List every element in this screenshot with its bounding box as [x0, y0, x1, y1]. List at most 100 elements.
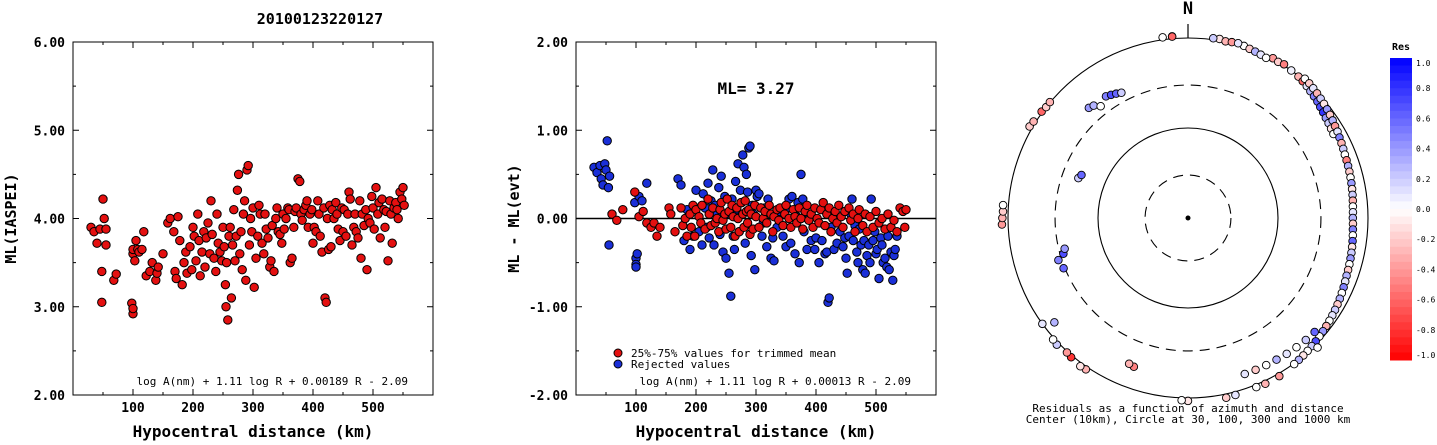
- colorbar-segment: [1390, 118, 1412, 127]
- data-point-red: [101, 240, 111, 250]
- data-point-red: [169, 227, 179, 237]
- data-point-red: [223, 315, 233, 325]
- x-tick-label: 100: [624, 401, 648, 416]
- data-point-red: [901, 204, 911, 215]
- data-point-red: [175, 235, 185, 246]
- data-point-blue: [884, 264, 894, 275]
- data-point-blue: [848, 235, 858, 246]
- colorbar-segment: [1390, 178, 1412, 187]
- data-point-blue: [868, 235, 878, 246]
- data-point-red: [289, 222, 299, 233]
- data-point-red: [686, 222, 696, 233]
- data-point-red: [892, 227, 902, 237]
- station-marker: [1077, 170, 1086, 180]
- y-tick-label: 2.00: [537, 36, 568, 51]
- station-marker: [1124, 359, 1134, 368]
- data-point-red: [277, 238, 287, 248]
- colorbar-segment: [1390, 292, 1412, 301]
- data-point-red: [236, 227, 246, 237]
- x-tick-label: 200: [684, 401, 708, 416]
- station-marker: [1282, 349, 1291, 359]
- data-point-red: [200, 262, 210, 272]
- ml-annotation: ML= 3.27: [717, 79, 794, 98]
- legend-label: 25%-75% values for trimmed mean: [631, 347, 836, 360]
- data-point-red: [295, 176, 305, 187]
- formula-text: log A(nm) + 1.11 log R + 0.00013 R - 2.0…: [639, 375, 911, 388]
- station-marker: [1240, 369, 1250, 379]
- data-point-red: [131, 235, 141, 246]
- colorbar-segment: [1390, 73, 1412, 82]
- data-point-red: [226, 293, 237, 303]
- colorbar-segment: [1390, 148, 1412, 157]
- data-point-red: [206, 196, 216, 206]
- data-point-red: [130, 256, 140, 266]
- data-point-red: [207, 229, 217, 240]
- station-marker: [1117, 88, 1126, 97]
- data-point-blue: [716, 171, 726, 181]
- station-marker: [1279, 60, 1289, 69]
- data-point-red: [177, 279, 187, 290]
- colorbar-segment: [1390, 58, 1412, 67]
- data-point-blue: [726, 291, 736, 301]
- data-point-red: [97, 266, 107, 277]
- colorbar-tick-label: 0.8: [1416, 84, 1431, 93]
- data-point-blue: [631, 262, 641, 272]
- data-point-red: [233, 169, 244, 180]
- data-point-red: [153, 262, 163, 272]
- station-marker: [1261, 53, 1271, 63]
- data-point-blue: [796, 169, 806, 180]
- data-point-red: [279, 224, 289, 234]
- data-point-red: [722, 194, 732, 204]
- data-point-blue: [750, 264, 760, 275]
- station-marker: [1158, 33, 1167, 42]
- data-point-red: [781, 200, 791, 210]
- colorbar-segment: [1390, 231, 1412, 240]
- data-point-blue: [865, 257, 875, 268]
- y-tick-label: 0.00: [537, 213, 568, 228]
- data-point-red: [308, 238, 318, 248]
- data-point-red: [612, 215, 622, 225]
- data-point-blue: [762, 242, 772, 252]
- data-point-red: [251, 253, 261, 263]
- colorbar-tick-label: 1.0: [1416, 59, 1431, 68]
- data-point-red: [326, 242, 336, 252]
- colorbar-segment: [1390, 224, 1412, 233]
- station-marker: [1059, 264, 1068, 273]
- data-point-blue: [877, 240, 887, 250]
- data-point-red: [630, 187, 640, 197]
- data-point-red: [281, 213, 291, 224]
- data-point-blue: [814, 257, 824, 268]
- data-point-red: [193, 209, 203, 219]
- caption-line: Residuals as a function of azimuth and d…: [1032, 402, 1343, 415]
- data-point-blue: [729, 244, 740, 255]
- station-marker: [1060, 244, 1069, 254]
- data-point-blue: [730, 176, 741, 187]
- data-point-red: [853, 213, 863, 224]
- colorbar-segment: [1390, 95, 1412, 104]
- data-point-blue: [842, 268, 852, 278]
- data-point-blue: [714, 182, 724, 193]
- data-point-blue: [817, 235, 827, 246]
- colorbar-segment: [1390, 216, 1412, 225]
- station-marker: [1209, 34, 1218, 43]
- page-title: 20100123220127: [257, 10, 383, 28]
- data-point-red: [244, 240, 255, 250]
- data-point-red: [652, 231, 662, 241]
- data-point-red: [802, 200, 812, 210]
- station-marker: [1251, 365, 1260, 375]
- data-point-red: [171, 273, 181, 284]
- data-point-blue: [880, 253, 890, 263]
- data-point-red: [368, 203, 378, 213]
- data-point-red: [332, 209, 342, 219]
- colorbar-tick-label: 0.4: [1416, 145, 1431, 154]
- data-point-red: [764, 200, 774, 210]
- data-point-blue: [852, 247, 862, 257]
- data-point-red: [703, 194, 713, 204]
- data-point-blue: [853, 257, 863, 268]
- data-point-blue: [704, 233, 714, 243]
- data-point-red: [271, 213, 281, 224]
- colorbar-segment: [1390, 171, 1412, 180]
- data-point-red: [238, 209, 249, 219]
- data-point-red: [690, 231, 700, 241]
- station-marker: [1289, 359, 1299, 369]
